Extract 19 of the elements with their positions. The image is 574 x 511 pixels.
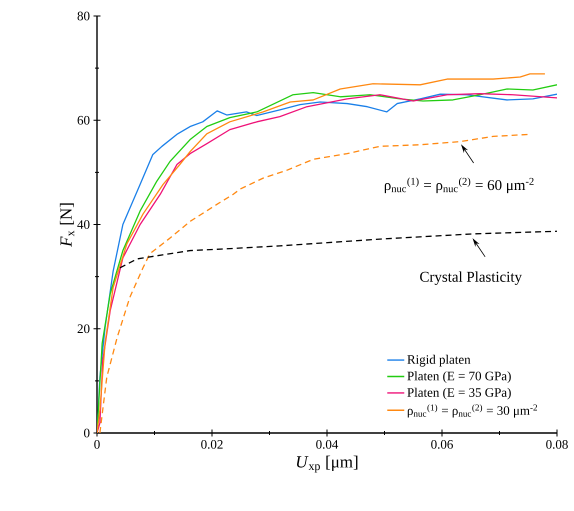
legend-label: ρ$_{nuc}$$^{(1)}$ = ρ$_{nuc}$$^{(2)}$ = 30 μm$^{-2}$ (408, 404, 538, 418)
y-tick-label: 80 (78, 12, 90, 20)
legend-label: Platen (E = 35 GPa) (407, 388, 511, 400)
x-tick-label: 0.06 (431, 440, 453, 449)
annotation: Crystal Plasticity (420, 271, 522, 285)
y-tick-label: 60 (78, 116, 90, 125)
x-tick-label: 0.08 (546, 440, 568, 449)
x-tick-label: 0.02 (201, 440, 223, 449)
line-series (119, 230, 557, 268)
y-tick-label: 0 (84, 428, 90, 438)
x-tick-label: 0 (94, 440, 100, 449)
x-axis-title: U$_{xp}$ [μm] (296, 456, 358, 473)
annotation: ρ$_{nuc}$$^{(1)}$ = ρ$_{nuc}$$^{(2)}$ = 60 μm$^{-2}$ (384, 178, 534, 194)
y-axis-title: F$_{x}$ [N] (60, 203, 74, 247)
legend-label: Rigid platen (407, 354, 470, 367)
y-tick-label: 40 (77, 220, 90, 229)
y-tick-label: 20 (78, 324, 90, 334)
legend-label: Platen (E = 70 GPa) (407, 371, 511, 384)
x-tick-label: 0.04 (316, 440, 338, 449)
